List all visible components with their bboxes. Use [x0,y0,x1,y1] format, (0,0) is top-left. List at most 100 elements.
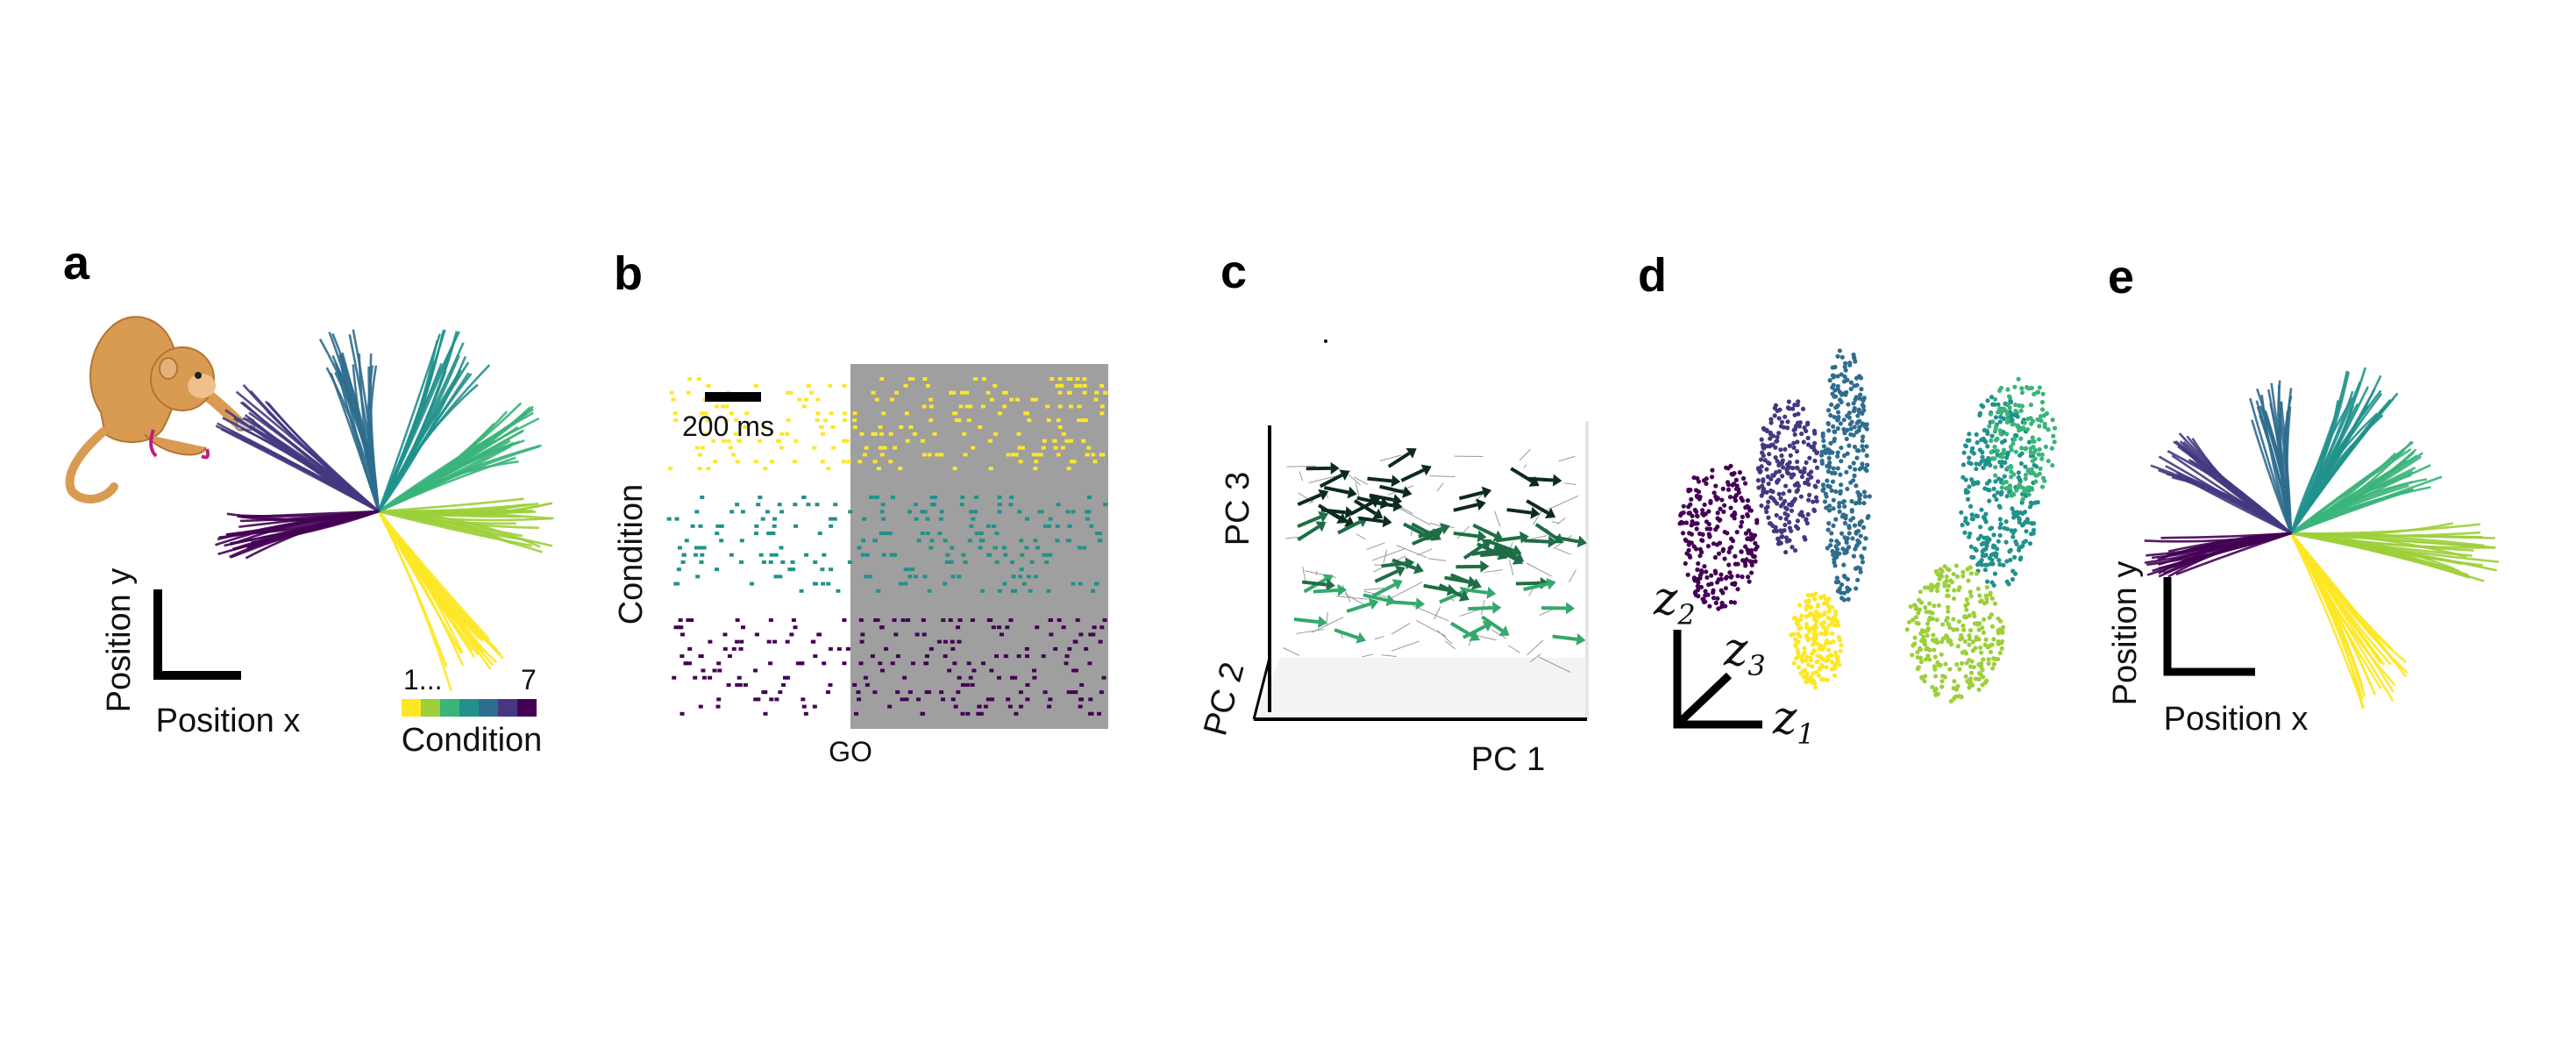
latent-point [1764,489,1769,495]
latent-point [1804,658,1809,663]
latent-point [1984,579,1990,584]
flow-arrow-shaft [1297,515,1321,529]
spike [1089,524,1094,528]
latent-point [1827,460,1832,466]
latent-point [1796,632,1801,637]
latent-point [1768,420,1774,425]
spike [806,383,811,388]
spike [701,546,707,550]
reach-trajectory [2179,440,2292,535]
latent-point [2043,444,2049,449]
latent-point [1683,560,1688,567]
flow-arrow-head [1477,530,1487,543]
spike [936,639,942,644]
spike [1014,711,1019,716]
z1-letter: z [1772,692,1797,745]
spike [874,397,879,402]
spike [1020,446,1025,450]
latent-point [1861,397,1866,403]
latent-point [1713,527,1719,532]
spike [737,675,742,680]
spike [922,575,928,579]
spike [1068,439,1073,443]
flow-arrow-shaft [1301,580,1327,587]
spike [960,496,965,499]
latent-point [2001,562,2006,567]
latent-point [1797,626,1802,632]
spike [701,675,707,680]
latent-point [1805,511,1811,517]
latent-point [2009,493,2014,498]
spike [957,675,962,680]
latent-point [1831,523,1836,528]
spike [1020,553,1025,557]
reach-trajectory [2289,532,2409,674]
spike [679,625,684,630]
latent-point [2004,559,2010,564]
latent-point [1773,525,1778,530]
spike [1082,546,1087,550]
latent-point [1933,686,1939,692]
spike [1053,646,1058,651]
spike [730,453,736,457]
latent-point [1963,651,1969,656]
latent-point [2019,446,2025,451]
latent-point [1720,486,1726,491]
latent-point [1812,458,1818,463]
latent-point [1763,506,1768,511]
latent-point [1805,638,1811,643]
latent-point [1725,531,1730,536]
spike [986,524,991,528]
latent-point [2000,624,2006,630]
spike [749,582,754,586]
spike [879,432,884,436]
spike [848,510,853,514]
spike [885,532,890,536]
mesh-line [1509,560,1514,576]
mesh-line [1558,455,1576,462]
flow-arrow-shaft [1490,540,1514,553]
spike [1071,582,1076,586]
latent-point [1837,509,1842,514]
mesh-line [1344,593,1365,606]
spike [680,632,685,637]
latent-point [1804,632,1810,638]
mesh-line [1437,630,1453,645]
panel-c-letter: c [1220,246,1247,298]
latent-point [1818,631,1824,636]
latent-point [1826,508,1832,513]
spike [953,704,958,709]
flow-arrow-shaft [1506,508,1532,515]
latent-point [2017,519,2022,525]
latent-point [1759,493,1764,498]
spike [971,517,976,521]
latent-point [1747,559,1753,564]
spike [969,510,974,514]
latent-point [1745,547,1750,553]
spike [779,546,784,550]
latent-point [1913,615,1918,620]
latent-point [1940,622,1946,627]
latent-point [1996,558,2002,563]
latent-point [1770,489,1775,495]
spike [1088,697,1093,702]
flow-arrow-head [1318,489,1329,501]
spike [920,711,925,716]
mesh-line [1283,647,1300,656]
latent-point [1720,603,1726,609]
latent-point [1708,526,1713,532]
spike [859,432,865,436]
latent-point [1968,461,1974,467]
latent-point [1794,489,1799,495]
flow-arrow-shaft [1423,583,1448,592]
latent-point [2034,389,2040,395]
spike [1085,510,1090,514]
spike [1001,546,1007,550]
mesh-line [1296,628,1325,634]
reach-trajectory [218,510,380,539]
latent-point [1836,414,1841,420]
latent-point [1864,453,1869,459]
flow-arrow-head [1415,597,1426,610]
latent-point [1968,544,1974,549]
spike [754,524,759,528]
